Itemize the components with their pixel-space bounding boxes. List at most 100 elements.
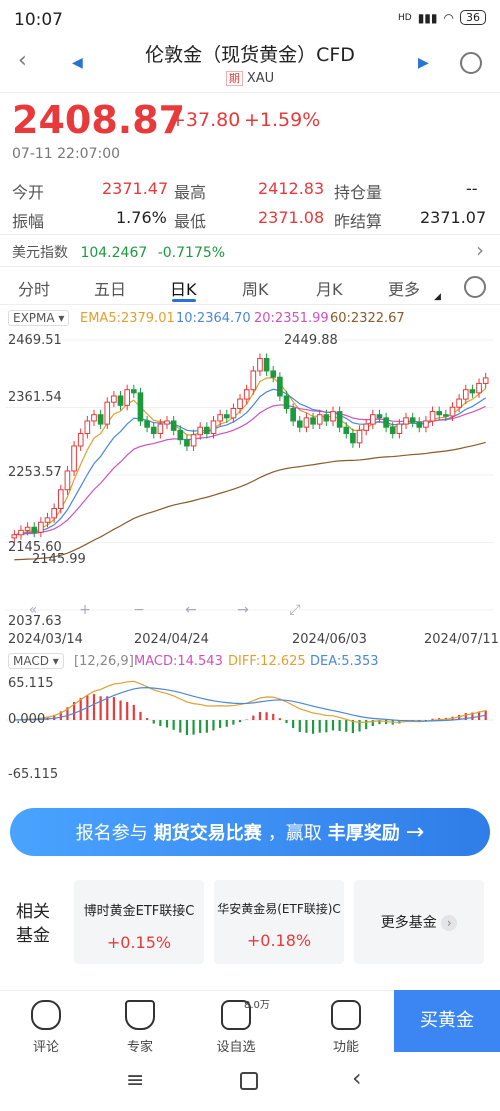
candle-body xyxy=(210,420,217,434)
chevron-right-icon[interactable]: › xyxy=(476,238,484,262)
low-value: 2371.08 xyxy=(258,208,325,227)
candle-body xyxy=(137,392,144,422)
usd-index-row[interactable]: 美元指数 104.2467 -0.7175% xyxy=(12,242,225,262)
high-annotation: 2449.88 xyxy=(284,333,338,348)
more-funds-card[interactable]: 更多基金 › xyxy=(354,880,484,964)
tab-5day[interactable]: 五日 xyxy=(94,280,127,299)
tab-monthly-k[interactable]: 月K xyxy=(316,280,343,299)
last-price: 2408.87 xyxy=(12,98,186,142)
x-tick: 2024/06/03 xyxy=(292,632,367,647)
candle-body xyxy=(64,470,71,491)
amp-value: 1.76% xyxy=(116,208,167,227)
macd-select[interactable]: MACD ▾ xyxy=(8,653,64,669)
search-icon[interactable] xyxy=(460,52,482,74)
candle-body xyxy=(184,439,190,447)
macd-y-tick: 65.115 xyxy=(8,676,54,691)
menu-nav-icon[interactable]: ≡ xyxy=(126,1068,145,1093)
pan-right-icon[interactable]: → xyxy=(237,602,249,618)
page-title: 伦敦金（现货黄金）CFD xyxy=(145,44,355,66)
indicator-name: EXPMA xyxy=(13,311,55,325)
candle-body xyxy=(257,357,263,372)
banner-text-b: 期货交易比赛 xyxy=(153,823,262,844)
zoom-in-icon[interactable]: + xyxy=(79,602,91,618)
scroll-left-icon[interactable]: « xyxy=(28,602,38,618)
back-nav-icon[interactable]: ‹ xyxy=(352,1064,362,1092)
candle-body xyxy=(230,407,237,419)
candle-body xyxy=(104,401,111,425)
candle-body xyxy=(51,507,57,519)
tab-more[interactable]: 更多 xyxy=(388,280,421,299)
wifi-icon: ◠ xyxy=(443,10,454,25)
candle-body xyxy=(436,411,443,416)
macd-chart[interactable] xyxy=(6,672,494,782)
candle-body xyxy=(409,417,416,423)
banner-text-c: ，赢取 xyxy=(267,823,322,844)
reset-icon[interactable]: ⤢ xyxy=(289,602,301,618)
dea-line xyxy=(14,687,486,722)
ema10-label: 10:2364.70 xyxy=(176,311,251,326)
ema60-line xyxy=(14,441,486,561)
candle-body xyxy=(44,517,51,523)
tab-daily-k[interactable]: 日K xyxy=(170,280,197,299)
usd-index-change: -0.7175% xyxy=(157,245,226,261)
candle-body xyxy=(350,432,356,444)
more-funds-row: 更多基金 › xyxy=(354,912,484,932)
high-value: 2412.83 xyxy=(258,179,325,198)
candle-body xyxy=(443,414,449,417)
watchlist-label: 设自选 xyxy=(216,1040,256,1055)
candle-body xyxy=(190,434,197,447)
candlestick-chart[interactable] xyxy=(6,330,494,630)
candle-body xyxy=(449,406,456,417)
candle-body xyxy=(217,414,223,422)
x-tick: 2024/03/14 xyxy=(8,632,83,647)
zoom-out-icon[interactable]: − xyxy=(133,602,145,618)
fund-name: 博时黄金ETF联接C xyxy=(83,904,195,919)
watchlist-icon xyxy=(221,1000,251,1030)
back-icon[interactable]: ‹ xyxy=(18,48,27,73)
fund-card[interactable]: 博时黄金ETF联接C +0.15% xyxy=(74,880,204,964)
candle-body xyxy=(290,407,296,422)
y-tick: 2469.51 xyxy=(8,333,62,348)
usd-index-value: 104.2467 xyxy=(80,245,148,261)
prev-contract-icon[interactable]: ◀ xyxy=(72,55,83,71)
candle-body xyxy=(469,389,476,394)
buy-gold-button[interactable]: 买黄金 xyxy=(394,990,500,1052)
tab-weekly-k[interactable]: 周K xyxy=(242,280,269,299)
expert-button[interactable]: 专家 xyxy=(110,1000,170,1055)
next-contract-icon[interactable]: ▶ xyxy=(418,55,429,71)
comment-button[interactable]: 评论 xyxy=(16,1000,76,1055)
tab-intraday[interactable]: 分时 xyxy=(18,280,51,299)
candle-body xyxy=(363,423,370,431)
ema10-line xyxy=(14,388,487,536)
macd-params: [12,26,9] xyxy=(74,654,134,669)
prev-value: 2371.07 xyxy=(420,208,487,227)
funds-title: 相关 基金 xyxy=(16,902,50,946)
macd-y-tick: 0.000 xyxy=(8,712,46,727)
expert-icon xyxy=(125,1000,155,1030)
divider xyxy=(0,304,500,305)
indicator-select[interactable]: EXPMA ▾ xyxy=(8,310,70,326)
pan-left-icon[interactable]: ← xyxy=(185,602,197,618)
function-button[interactable]: 功能 xyxy=(316,1000,376,1055)
candle-body xyxy=(383,417,389,428)
home-nav-icon[interactable] xyxy=(240,1072,258,1090)
candle-body xyxy=(330,411,336,422)
fund-change: +0.18% xyxy=(246,931,312,950)
add-watchlist-button[interactable]: 设自选 xyxy=(206,1000,266,1055)
fund-card[interactable]: 华安黄金易(ETF联接)C +0.18% xyxy=(214,880,344,964)
candle-body xyxy=(303,417,310,428)
candle-body xyxy=(343,426,350,434)
settings-icon[interactable] xyxy=(464,276,486,298)
candle-body xyxy=(389,426,396,434)
page-subtitle: 期 XAU xyxy=(0,70,500,86)
banner-text-a: 报名参与 xyxy=(75,823,148,844)
ema5-label: EMA5:2379.01 xyxy=(80,311,175,326)
candle-body xyxy=(130,389,137,394)
price-change-pct: +1.59% xyxy=(244,109,321,131)
status-bar: 10:07 HD ▮▮▮ ◠ 36 xyxy=(0,0,500,40)
high-label: 最高 xyxy=(174,183,207,202)
candle-body xyxy=(369,414,376,425)
network-icon: HD xyxy=(398,12,412,23)
low-annotation: 2145.99 xyxy=(32,552,86,567)
contest-banner[interactable]: 报名参与 期货交易比赛 ，赢取 丰厚奖励 → xyxy=(10,808,490,856)
